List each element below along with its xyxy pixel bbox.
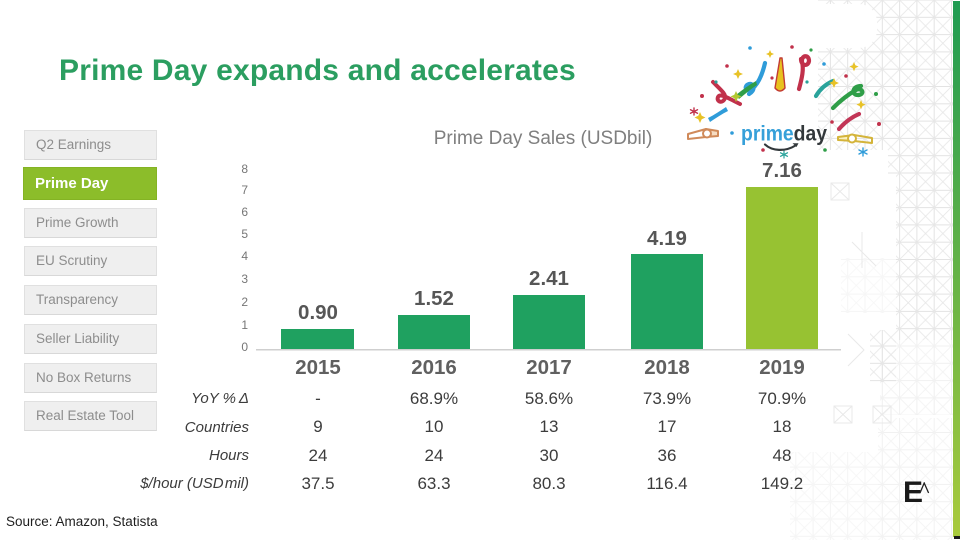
svg-text:primeday: primeday [741,123,827,146]
